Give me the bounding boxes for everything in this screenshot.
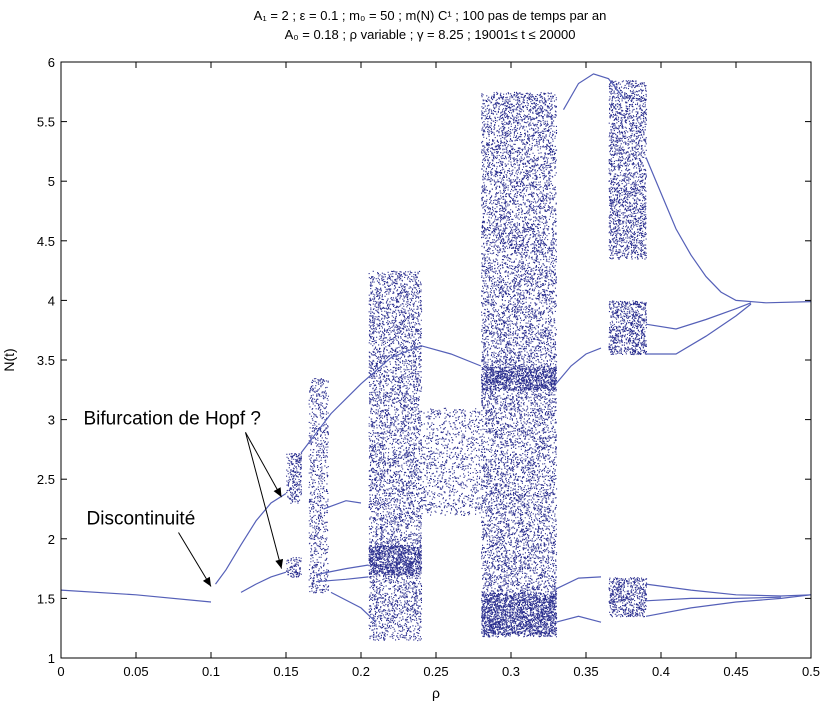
y-tick-label: 3.5 — [37, 353, 55, 368]
branch-curve — [645, 157, 812, 304]
x-tick-label: 0.15 — [273, 664, 298, 679]
scatter-points — [286, 557, 302, 578]
scatter-band — [286, 453, 303, 504]
annotation-text: Bifurcation de Hopf ? — [84, 408, 261, 429]
y-tick-label: 1 — [48, 651, 55, 666]
x-tick-label: 0 — [57, 664, 64, 679]
branch-curve — [315, 564, 369, 576]
scatter-band — [421, 407, 483, 516]
branch-curve — [646, 303, 752, 355]
scatter-band — [286, 557, 302, 578]
branch-curve — [300, 345, 482, 454]
x-tick-label: 0.1 — [202, 664, 220, 679]
scatter-points — [481, 91, 558, 638]
y-tick-label: 6 — [48, 55, 55, 70]
branch-curve — [323, 500, 362, 510]
annotation-arrow-head — [202, 576, 211, 587]
x-tick-label: 0.45 — [723, 664, 748, 679]
annotation-text: Discontinuité — [87, 508, 196, 529]
data-layer — [60, 73, 812, 642]
scatter-points — [481, 366, 557, 391]
scatter-points — [368, 544, 423, 576]
x-tick-label: 0.4 — [652, 664, 670, 679]
y-tick-label: 1.5 — [37, 591, 55, 606]
x-tick-label: 0.2 — [352, 664, 370, 679]
scatter-points — [421, 407, 483, 516]
annotation-layer: Bifurcation de Hopf ? Discontinuité — [84, 408, 284, 587]
scatter-band — [608, 577, 648, 618]
y-axis-label: N(t) — [1, 348, 17, 371]
y-tick-label: 5.5 — [37, 115, 55, 130]
scatter-points — [608, 300, 647, 356]
axes-layer: 0 0.05 0.1 0.15 0.2 0.25 0.3 0.35 0.4 0.45 0.5 1 1.5… — [37, 55, 820, 679]
y-tick-label: 4.5 — [37, 234, 55, 249]
scatter-points — [481, 592, 558, 636]
branch-curve — [240, 571, 287, 593]
x-tick-label: 0.25 — [423, 664, 448, 679]
branch-curve — [215, 492, 287, 585]
branch-curve — [555, 347, 602, 385]
branch-curve — [645, 302, 752, 330]
annotation-arrow-head — [275, 558, 284, 569]
x-tick-label: 0.05 — [123, 664, 148, 679]
scatter-band — [368, 544, 423, 576]
x-axis-label: ρ — [432, 685, 440, 701]
annotation-arrow-line — [245, 432, 282, 498]
scatter-points — [608, 577, 648, 618]
scatter-points — [608, 80, 648, 260]
x-tick-label: 0.5 — [802, 664, 820, 679]
x-tick-label: 0.3 — [502, 664, 520, 679]
scatter-points — [308, 378, 330, 594]
y-tick-label: 2.5 — [37, 472, 55, 487]
scatter-band — [608, 80, 648, 260]
y-tick-label: 5 — [48, 174, 55, 189]
annotation-arrow-line — [245, 432, 282, 569]
branch-curve — [60, 589, 212, 603]
branch-curve — [645, 583, 812, 597]
scatter-band — [608, 300, 647, 356]
branch-curve — [645, 594, 812, 617]
branch-curve — [555, 615, 602, 623]
scatter-band — [481, 592, 558, 636]
y-tick-label: 3 — [48, 413, 55, 428]
scatter-band — [481, 91, 558, 638]
annotation-arrow-line — [178, 532, 212, 587]
chart-title-line-1: A₁ = 2 ; ε = 0.1 ; m₀ = 50 ; m(N) C¹ ; 1… — [254, 8, 607, 23]
scatter-band — [308, 378, 330, 594]
branch-curve — [555, 576, 602, 590]
y-tick-label: 2 — [48, 532, 55, 547]
chart-title-line-2: A₀ = 0.18 ; ρ variable ; γ = 8.25 ; 1900… — [285, 27, 576, 42]
branch-curve — [330, 591, 377, 623]
x-tick-label: 0.35 — [573, 664, 598, 679]
scatter-band — [481, 366, 557, 391]
branch-curve — [645, 596, 782, 602]
annotation-arrow-head — [273, 487, 282, 498]
scatter-points — [286, 453, 303, 504]
branch-curve — [562, 73, 624, 110]
y-tick-label: 4 — [48, 293, 55, 308]
branch-curve — [315, 576, 369, 583]
